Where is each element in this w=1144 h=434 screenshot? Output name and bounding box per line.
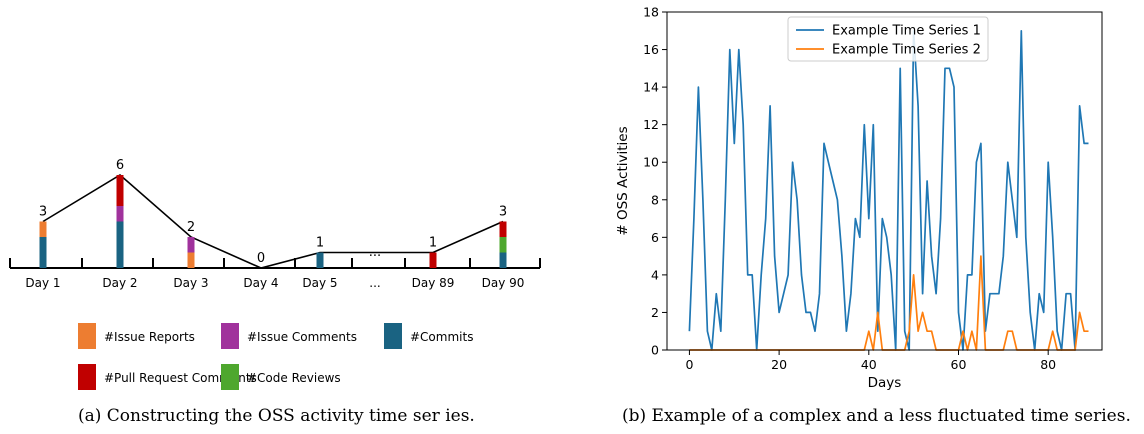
- caption-a: (a) Constructing the OSS activity time s…: [78, 406, 475, 426]
- bar-segment-issue-comments: [116, 206, 124, 222]
- total-count-label: 3: [39, 205, 47, 220]
- day-label: Day 89: [412, 276, 455, 290]
- total-count-label: 2: [187, 220, 195, 235]
- y-tick-label: 10: [643, 155, 659, 170]
- day-label: Day 2: [102, 276, 137, 290]
- y-tick-label: 6: [651, 230, 659, 245]
- y-tick-label: 16: [643, 42, 659, 57]
- bar-segment-commits: [116, 221, 124, 268]
- total-count-label: 3: [499, 205, 507, 220]
- day-label: Day 5: [302, 276, 337, 290]
- series-line-2: [689, 255, 1089, 351]
- legend-swatch-commits: [384, 323, 402, 349]
- day-label: Day 1: [25, 276, 60, 290]
- y-tick-label: 18: [643, 5, 659, 20]
- legend-label: #Code Reviews: [247, 371, 341, 385]
- activity-construction-diagram: 3 6 2 0 1... 1 3 Day 1 Day 2 Day 3 Day 4 Day 5... Da…: [9, 158, 541, 390]
- total-count-label: 6: [116, 158, 124, 173]
- legend-label: #Commits: [410, 330, 473, 344]
- y-tick-label: 4: [651, 267, 659, 282]
- legend-label: #Issue Comments: [247, 330, 357, 344]
- bar-segment-issue-comments: [187, 237, 195, 253]
- x-tick-label: 40: [861, 357, 877, 372]
- bar-segment-commits: [499, 252, 507, 268]
- legend-swatch-pull-request-comments: [78, 364, 96, 390]
- legend-swatch-code-reviews: [221, 364, 239, 390]
- total-count-label: 1: [429, 236, 437, 251]
- x-tick-label: 60: [951, 357, 967, 372]
- x-tick-label: 20: [771, 357, 787, 372]
- bar-segment-commits: [316, 252, 324, 268]
- total-count-label: 0: [257, 251, 265, 266]
- bar-segment-pull-request-comments: [116, 175, 124, 206]
- day-label: Day 3: [173, 276, 208, 290]
- legend-label: #Pull Request Comments: [104, 371, 257, 385]
- total-count-label: ...: [369, 245, 381, 260]
- x-tick-label: 0: [685, 357, 693, 372]
- x-tick-label: 80: [1040, 357, 1056, 372]
- time-series-line-chart: 0 2 4 6 8 10 12 14 16 18 0 20 40 60 80 Days # OSS Activi…: [615, 5, 1103, 391]
- x-axis-label: Days: [868, 375, 902, 391]
- bar-segment-pull-request-comments: [429, 252, 437, 268]
- y-tick-label: 14: [643, 80, 659, 95]
- y-axis-label: # OSS Activities: [615, 126, 631, 235]
- legend-box: [787, 16, 989, 62]
- day-label: ...: [369, 276, 380, 290]
- total-count-label: 1: [316, 236, 324, 251]
- legend-label: Example Time Series 1: [832, 24, 981, 39]
- bar-segment-issue-reports: [39, 221, 47, 237]
- y-tick-label: 2: [651, 305, 659, 320]
- y-tick-label: 0: [651, 343, 659, 358]
- bar-segment-issue-reports: [187, 252, 195, 268]
- y-tick-label: 8: [651, 192, 659, 207]
- y-tick-label: 12: [643, 117, 659, 132]
- bar-segment-code-reviews: [499, 237, 507, 253]
- legend-swatch-issue-reports: [78, 323, 96, 349]
- caption-b: (b) Example of a complex and a less fluc…: [622, 406, 1131, 426]
- legend-swatch-issue-comments: [221, 323, 239, 349]
- legend-label: Example Time Series 2: [832, 43, 981, 58]
- legend-label: #Issue Reports: [104, 330, 195, 344]
- day-label: Day 4: [243, 276, 278, 290]
- plot-frame: [666, 11, 1103, 351]
- day-label: Day 90: [482, 276, 525, 290]
- bar-segment-pull-request-comments: [499, 221, 507, 237]
- series-line-1: [688, 29, 1089, 351]
- bar-segment-commits: [39, 237, 47, 268]
